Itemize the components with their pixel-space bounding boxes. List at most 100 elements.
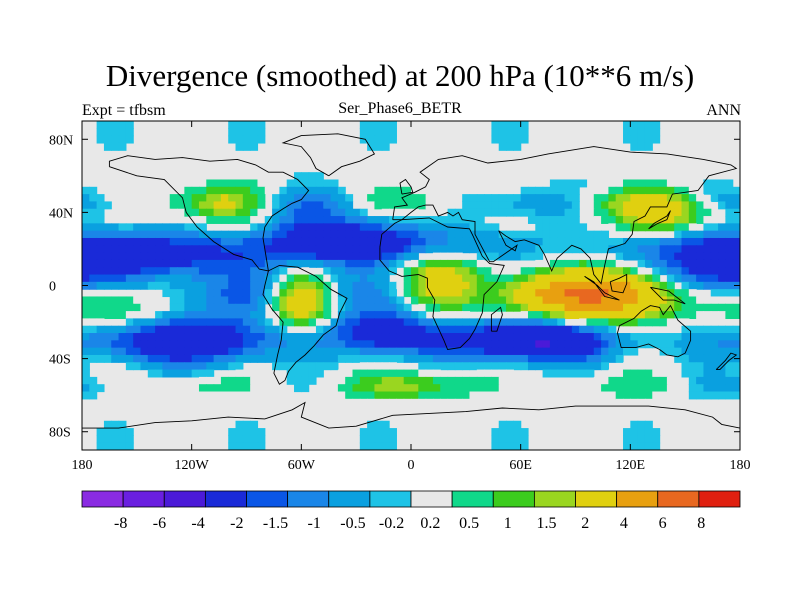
x-tick-label: 60W [288,458,316,473]
field-cell [228,376,237,385]
field-cell [250,325,259,334]
field-cell [520,296,529,305]
field-cell [447,267,456,276]
field-cell [718,384,726,393]
field-cell [593,194,602,203]
field-cell [396,303,405,312]
field-cell [125,325,134,334]
field-cell [462,194,471,203]
field-cell [696,369,705,378]
field-cell [418,340,427,349]
field-cell [213,259,222,268]
field-cell [308,354,317,363]
field-cell [498,428,507,436]
field-cell [659,186,668,195]
field-cell [535,274,544,283]
field-cell [688,391,697,400]
field-cell [703,347,712,356]
field-cell [659,216,668,224]
field-cell [198,186,207,195]
x-tick-label: 0 [408,458,415,473]
field-cell [513,230,522,239]
field-cell [506,267,514,276]
field-cell [315,259,324,268]
field-cell [637,376,646,385]
x-axis: 180 120W 60W 0 60E 120E 180 [72,121,751,473]
field-cell [454,435,463,444]
field-cell [418,201,427,210]
field-cell [637,340,646,349]
field-cell [513,245,522,254]
field-cell [696,237,705,246]
field-cell [155,259,164,268]
field-cell [549,186,558,195]
field-cell [155,318,164,327]
field-cell [323,135,332,144]
field-cell [213,391,222,400]
field-cell [133,245,142,254]
experiment-label: Expt = tfbsm [82,102,166,119]
field-cell [169,230,178,239]
field-cell [155,347,164,356]
field-cell [637,391,646,400]
field-cell [630,208,639,217]
field-cell [155,252,164,261]
field-cell [279,347,288,356]
field-cell [688,135,697,144]
field-cell [301,354,310,363]
field-cell [513,296,522,305]
field-cell [96,318,105,327]
field-cell [564,362,573,371]
field-cell [462,398,471,407]
field-cell [644,245,653,254]
field-cell [506,391,514,400]
field-cell [652,259,661,268]
field-cell [601,216,609,224]
field-cell [125,296,134,305]
field-cell [498,318,507,327]
field-cell [637,172,646,181]
field-cell [389,135,397,144]
field-cell [396,230,405,239]
field-cell [403,186,412,195]
field-cell [315,230,324,239]
field-cell [279,281,288,290]
field-cell [564,311,573,319]
field-cell [681,369,690,378]
field-cell [272,340,280,349]
field-cell [447,398,456,407]
field-cell [264,274,273,283]
field-cell [579,311,588,319]
field-cell [352,325,361,334]
field-cell [220,172,229,181]
field-cell [242,435,251,444]
field-cell [688,311,697,319]
field-cell [155,369,164,378]
field-cell [177,208,185,217]
field-cell [177,384,185,393]
field-cell [615,223,624,232]
field-cell [162,252,171,261]
field-cell [191,223,200,232]
field-cell [484,274,493,283]
field-cell [476,281,485,290]
field-cell [666,252,675,261]
field-cell [447,281,456,290]
field-cell [637,245,646,254]
field-cell [630,194,639,203]
field-cell [272,267,280,276]
field-cell [732,333,740,341]
field-cell [301,362,310,371]
field-cell [191,259,200,268]
field-cell [630,128,639,137]
field-cell [608,274,617,283]
field-cell [601,318,609,327]
field-cell [367,311,376,319]
field-cell [586,259,595,268]
field-cell [220,259,229,268]
field-cell [557,128,566,137]
coast-eurasia [392,146,738,285]
field-cell [630,435,639,444]
field-cell [367,216,376,224]
field-cell [454,318,463,327]
